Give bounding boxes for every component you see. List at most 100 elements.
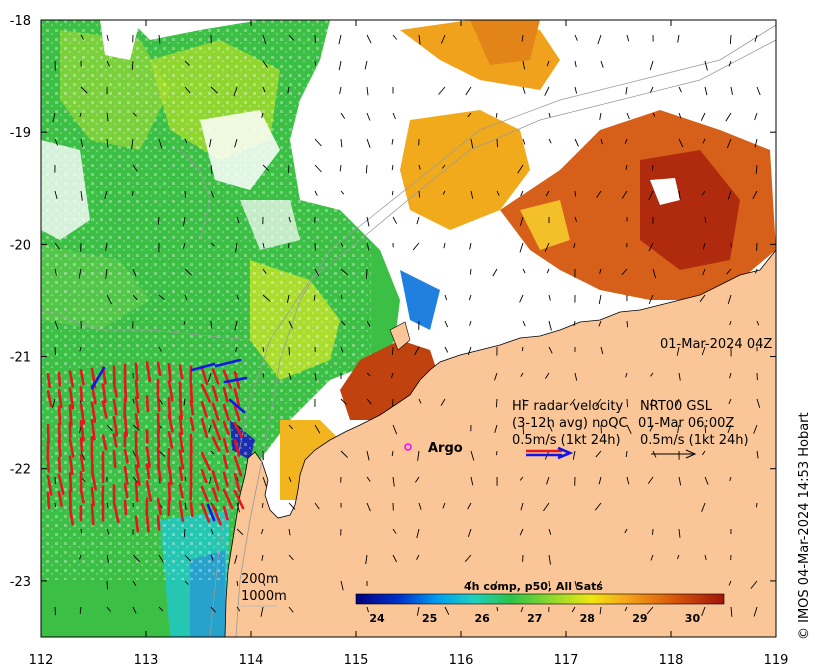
model-current-vector — [701, 606, 706, 616]
model-current-vector — [467, 502, 472, 510]
model-current-vector — [157, 216, 160, 225]
model-current-vector — [209, 476, 212, 484]
model-current-vector — [574, 138, 579, 147]
model-current-vector — [366, 242, 370, 251]
model-current-vector — [106, 580, 108, 590]
model-current-vector — [235, 242, 238, 253]
model-current-vector — [262, 294, 271, 302]
model-current-vector — [80, 138, 84, 148]
model-current-vector — [701, 190, 706, 196]
model-current-vector — [236, 606, 241, 612]
model-current-vector — [626, 34, 630, 42]
radar-red-vector — [222, 437, 229, 454]
model-current-vector — [338, 60, 342, 71]
model-current-vector — [339, 86, 342, 95]
axis-ticks: 112 113 114 115 116 117 118 119 -18 -19 -20 -21 -22 -… — [10, 14, 789, 668]
radar-red-vector — [189, 416, 195, 432]
model-current-vector — [470, 450, 475, 461]
contour-north — [179, 149, 211, 241]
model-current-vector — [184, 554, 192, 562]
model-current-vector — [106, 138, 109, 148]
model-current-vector — [648, 294, 654, 304]
model-current-vector — [647, 476, 654, 484]
radar-red-vector — [145, 361, 152, 383]
radar-red-vector — [134, 413, 140, 429]
radar-red-vector — [178, 398, 184, 420]
radar-red-vector — [112, 432, 118, 448]
model-current-vector — [729, 320, 732, 326]
model-current-vector — [702, 242, 706, 250]
model-current-vector — [236, 528, 244, 536]
radar-red-vector — [156, 463, 162, 482]
model-current-vector — [543, 502, 550, 512]
model-current-vector — [493, 580, 498, 588]
model-current-vector — [416, 554, 420, 560]
radar-blue-vector — [90, 366, 106, 390]
model-current-vector — [131, 138, 134, 149]
argo-float-marker — [404, 443, 412, 451]
model-current-vector — [210, 164, 213, 174]
model-current-vector — [755, 268, 758, 274]
y-tick-label: -23 — [10, 575, 31, 590]
x-tick-label: 115 — [344, 653, 369, 668]
model-current-vector — [132, 424, 140, 431]
radar-red-vector — [101, 383, 107, 404]
credit-label: © IMOS 04-Mar-2024 14:53 Hobart — [797, 412, 812, 640]
radar-red-vector — [233, 387, 241, 407]
model-current-vector — [520, 606, 524, 613]
radar-red-vector — [156, 412, 161, 434]
model-current-vector — [208, 424, 212, 433]
colorbar-tick-label: 26 — [475, 612, 491, 625]
model-current-vector — [522, 138, 526, 145]
model-current-vector — [340, 450, 349, 458]
radar-red-vector — [101, 434, 108, 451]
model-current-vector — [754, 34, 758, 42]
nodata-gap-east — [650, 178, 680, 205]
radar-red-vector — [123, 414, 128, 437]
model-current-vector — [624, 528, 628, 534]
model-current-vector — [730, 242, 732, 248]
model-current-vector — [646, 606, 654, 615]
x-tick-label: 114 — [239, 653, 264, 668]
model-current-vector — [574, 190, 577, 197]
radar-red-vector — [90, 486, 95, 507]
model-current-vector — [234, 138, 238, 148]
model-current-vector — [595, 398, 602, 407]
model-current-vector — [210, 190, 215, 198]
model-current-vector — [649, 398, 654, 406]
radar-red-vector — [200, 451, 212, 471]
model-current-vector — [210, 606, 216, 613]
model-current-vector — [496, 606, 499, 612]
model-current-vector — [469, 268, 472, 275]
radar-red-vector — [178, 432, 185, 453]
model-current-vector — [598, 476, 602, 485]
model-current-vector — [260, 606, 264, 617]
radar-red-vector — [123, 380, 128, 402]
model-current-vector — [340, 398, 347, 405]
model-current-vector — [678, 190, 681, 200]
radar-red-vector — [211, 368, 220, 385]
model-current-vector — [366, 450, 370, 461]
radar-red-vector — [79, 453, 85, 473]
radar-blue-vector — [190, 362, 216, 372]
nrt-legend-line2: 01-Mar 06:00Z — [638, 416, 734, 431]
radar-red-vector — [68, 506, 74, 526]
radar-red-vector — [211, 487, 219, 502]
model-current-vector — [286, 294, 290, 303]
radar-red-vector — [57, 490, 63, 507]
radar-red-vector — [145, 446, 151, 469]
model-current-vector — [701, 346, 706, 356]
model-current-vector — [678, 86, 682, 93]
model-current-vector — [287, 86, 290, 94]
model-current-vector — [545, 190, 550, 197]
colorbar-tick-label: 28 — [580, 612, 595, 625]
model-current-vector — [496, 138, 498, 148]
model-current-vector — [756, 398, 761, 408]
model-current-vector — [182, 242, 186, 249]
model-current-vector — [106, 34, 109, 41]
model-current-vector — [754, 138, 758, 148]
model-current-vector — [699, 294, 706, 302]
model-current-vector — [210, 450, 215, 455]
radar-red-vector — [123, 482, 129, 499]
model-current-vector — [340, 580, 344, 591]
